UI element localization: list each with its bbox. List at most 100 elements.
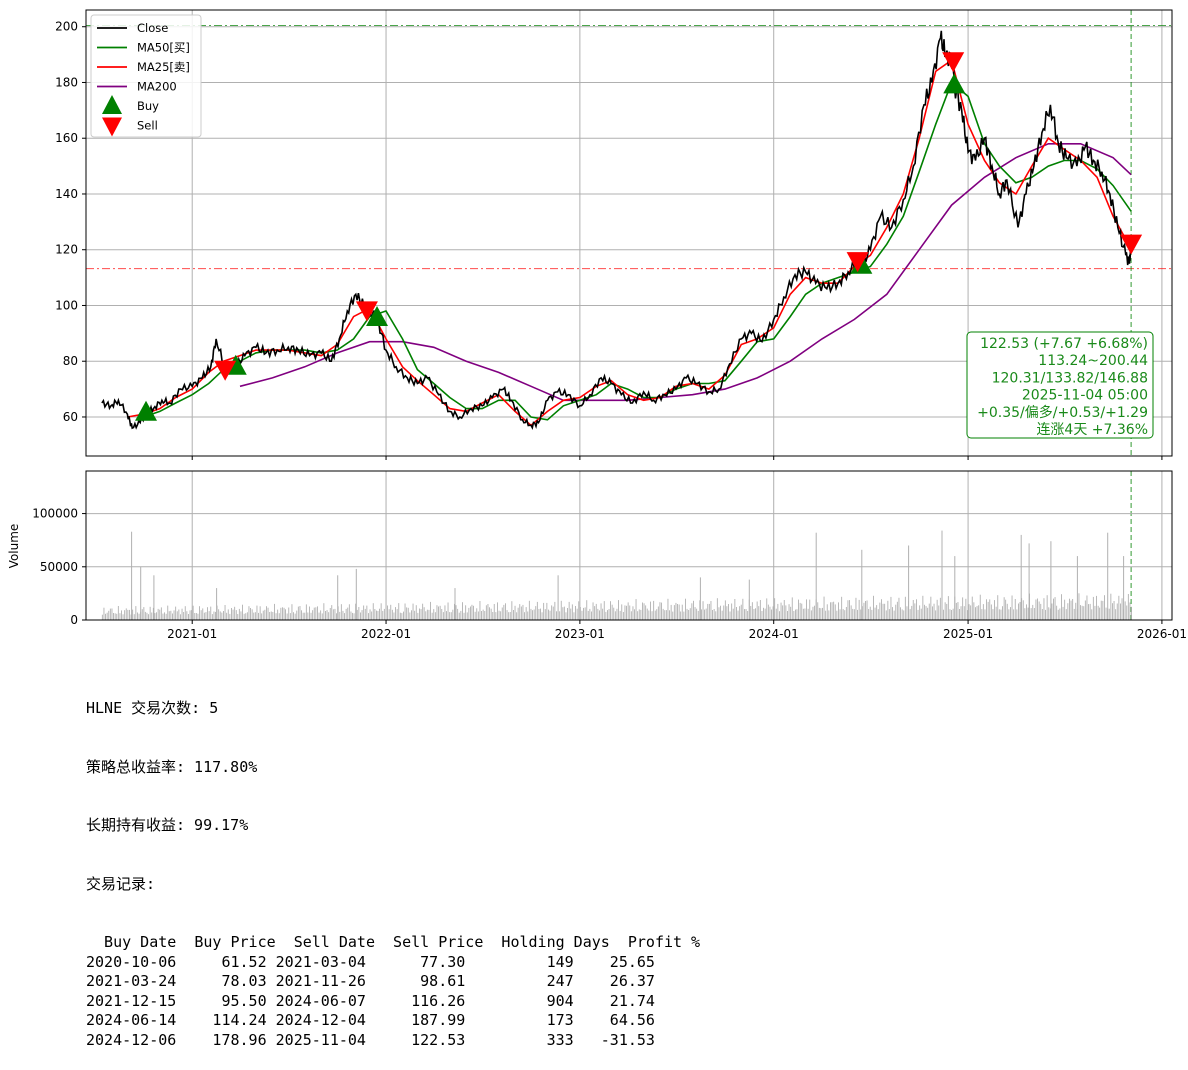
volume-bar (1014, 599, 1016, 620)
volume-bar (1075, 602, 1077, 620)
volume-bar (914, 603, 916, 620)
volume-bar (108, 610, 110, 620)
buy-marker (135, 400, 158, 421)
price-y-tick-label: 200 (55, 20, 78, 34)
volume-y-tick-label: 50000 (40, 560, 78, 574)
volume-bar (669, 610, 670, 620)
volume-bar (802, 608, 804, 620)
info-box-line: +0.35/偏多/+0.53/+1.29 (977, 404, 1148, 421)
volume-bar (1020, 534, 1022, 620)
trade-table-row: 2024-12-06 178.96 2025-11-04 122.53 333 … (86, 1030, 655, 1049)
volume-bar (484, 611, 486, 620)
volume-bar (355, 603, 357, 620)
volume-bar (946, 603, 948, 620)
volume-bar (232, 609, 234, 620)
legend-label: MA50[买] (137, 41, 190, 55)
volume-bar (253, 612, 255, 620)
volume-bar (506, 610, 508, 620)
volume-bar (304, 612, 306, 620)
volume-bar (264, 609, 266, 620)
volume-bar (1053, 598, 1054, 620)
volume-bar (289, 613, 291, 620)
volume-bar (127, 609, 129, 620)
volume-bar (197, 613, 199, 620)
volume-bar (683, 611, 685, 620)
volume-bar (831, 602, 833, 620)
volume-bar (912, 600, 914, 620)
volume-bar (517, 607, 519, 620)
volume-bar (514, 605, 516, 620)
volume-bar (651, 611, 653, 620)
volume-bar (892, 607, 893, 620)
volume-bar (420, 609, 422, 620)
volume-bar (109, 608, 111, 620)
volume-bar (693, 600, 694, 620)
volume-bar (677, 604, 678, 620)
volume-bar (587, 610, 589, 620)
sell-marker (214, 360, 237, 381)
volume-bar (1065, 609, 1067, 620)
info-box-line: 113.24~200.44 (1038, 353, 1148, 369)
volume-bar (810, 610, 812, 620)
volume-bar (653, 600, 655, 620)
volume-bar (563, 606, 565, 620)
volume-bar (272, 612, 274, 620)
volume-bar (745, 609, 747, 620)
volume-bar (296, 610, 298, 620)
volume-bar (726, 606, 728, 620)
volume-bar (1013, 609, 1015, 620)
volume-bar (560, 600, 562, 620)
volume-bar (952, 608, 954, 620)
volume-bar (377, 611, 379, 620)
volume-bar (622, 612, 624, 620)
volume-bar (758, 606, 760, 620)
volume-bar (409, 612, 411, 620)
volume-bar (250, 608, 251, 620)
volume-bar (188, 614, 189, 620)
volume-bar (901, 609, 903, 620)
volume-bar (844, 610, 846, 620)
volume-bar (407, 607, 409, 620)
volume-bar (610, 601, 611, 620)
volume-bar (208, 611, 210, 620)
volume-bar (401, 613, 403, 620)
volume-bar (982, 604, 984, 620)
volume-bar (447, 602, 449, 620)
volume-bar (221, 612, 223, 620)
trade-table-row: 2021-03-24 78.03 2021-11-26 98.61 247 26… (86, 972, 655, 990)
volume-bar (133, 614, 135, 620)
volume-bar (1102, 600, 1104, 620)
volume-bar (987, 601, 989, 620)
volume-bar (535, 606, 537, 620)
volume-bar (704, 609, 705, 620)
volume-bar (801, 603, 803, 620)
volume-bar (806, 599, 807, 620)
volume-bar (887, 600, 889, 620)
legend-swatch (102, 95, 122, 114)
volume-bar (380, 603, 382, 620)
volume-bar (211, 614, 213, 620)
volume-bar (849, 600, 850, 620)
volume-bar (503, 604, 505, 620)
volume-bar (702, 601, 704, 620)
volume-bar (634, 609, 635, 620)
volume-bar (780, 602, 782, 620)
volume-bar (538, 609, 540, 620)
volume-bar (761, 611, 763, 620)
volume-bar (716, 598, 718, 620)
volume-bar (1096, 595, 1097, 620)
volume-bar (369, 609, 371, 620)
volume-bar (866, 600, 868, 620)
volume-bar (640, 609, 642, 620)
volume-bar (751, 602, 753, 620)
volume-bar (815, 532, 817, 620)
volume-bar (342, 610, 344, 620)
volume-bar (724, 600, 726, 620)
volume-bar (917, 609, 919, 620)
volume-bar (278, 613, 280, 620)
volume-bar (616, 608, 618, 620)
volume-bar (497, 602, 498, 620)
volume-bar (562, 607, 564, 620)
volume-bar (662, 608, 664, 620)
volume-bar (774, 598, 776, 620)
